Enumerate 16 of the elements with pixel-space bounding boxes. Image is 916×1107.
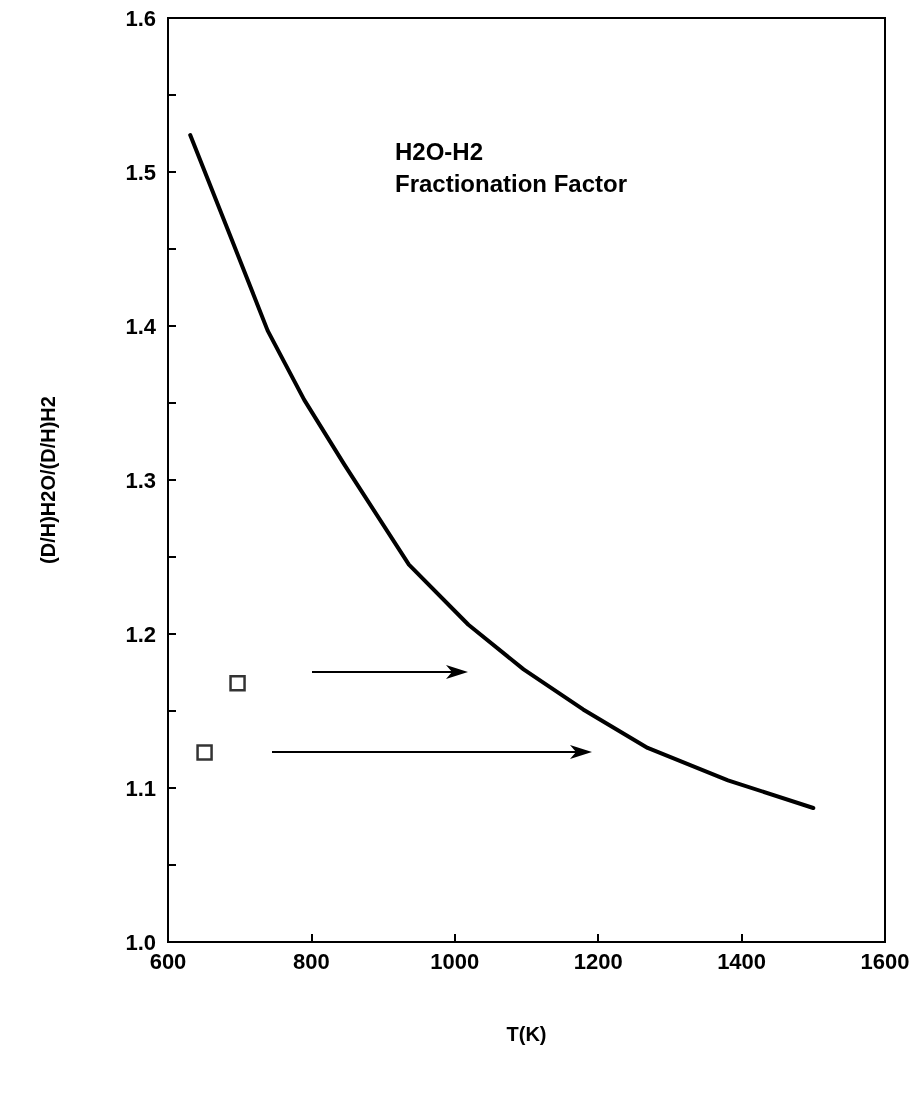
x-tick-label: 1400 (717, 948, 767, 974)
y-tick-label: 1.5 (125, 159, 156, 185)
y-axis-title: (D/H)H2O/(D/H)H2 (37, 396, 59, 564)
x-tick-label: 1200 (573, 948, 623, 974)
y-tick-label: 1.4 (125, 313, 157, 339)
x-tick-label: 1000 (430, 948, 480, 974)
y-tick-label: 1.3 (125, 467, 156, 493)
x-tick-label: 1600 (860, 948, 910, 974)
y-tick-label: 1.0 (125, 929, 156, 955)
x-axis-title: T(K) (506, 1023, 547, 1045)
y-tick-label: 1.1 (125, 775, 156, 801)
y-tick-label: 1.6 (125, 5, 156, 31)
x-tick-label: 800 (293, 948, 330, 974)
y-tick-label: 1.2 (125, 621, 156, 647)
line-series (188, 133, 816, 811)
text: H2O-H2 Fractionation Factor (395, 137, 628, 197)
